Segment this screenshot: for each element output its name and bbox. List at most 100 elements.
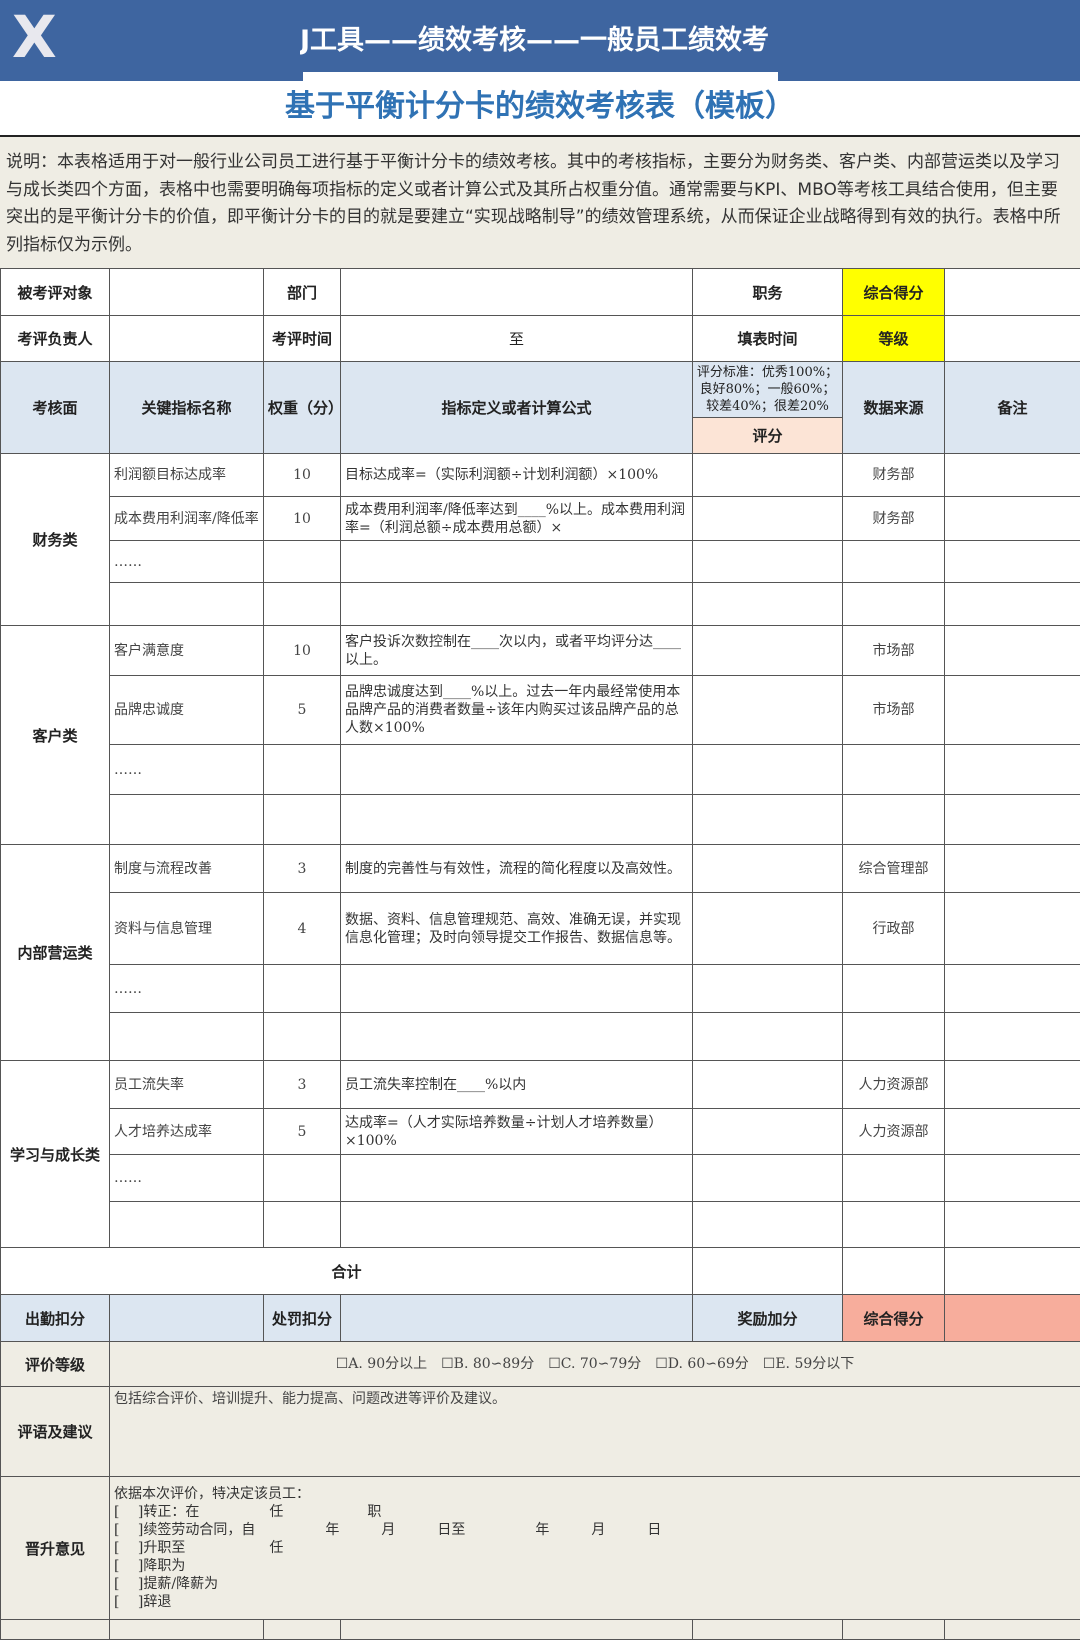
label-grade: 等级	[843, 316, 945, 362]
sum-remark[interactable]	[945, 1248, 1080, 1295]
kpi-formula: 员工流失率控制在____%以内	[341, 1061, 693, 1109]
kpi-weight	[264, 1202, 341, 1248]
score-field[interactable]	[693, 965, 843, 1013]
kpi-name: 客户满意度	[110, 626, 264, 676]
score-field[interactable]	[693, 1013, 843, 1061]
data-source	[843, 583, 945, 626]
promo-label: 晋升意见	[1, 1477, 110, 1620]
kpi-formula	[341, 1202, 693, 1248]
period-field[interactable]: 至	[341, 316, 693, 362]
remark-field[interactable]	[945, 965, 1080, 1013]
promo-line: 依据本次评价，特决定该员工：	[114, 1485, 1076, 1503]
header-criteria: 评分标准：优秀100%；良好80%；一般60%；较差40%；很差20%	[693, 362, 843, 418]
remark-field[interactable]	[945, 541, 1080, 583]
score-field[interactable]	[693, 845, 843, 893]
kpi-formula	[341, 795, 693, 845]
sum-score-field[interactable]	[693, 1248, 843, 1295]
header-weight: 权重（分）	[264, 362, 341, 454]
total-field[interactable]	[945, 1295, 1080, 1342]
label-target: 被考评对象	[1, 269, 110, 316]
remark-field[interactable]	[945, 1202, 1080, 1248]
score-field[interactable]	[693, 1061, 843, 1109]
kpi-formula: 成本费用利润率/降低率达到____%以上。成本费用利润率=（利润总额÷成本费用总…	[341, 497, 693, 541]
kpi-formula: 达成率=（人才实际培养数量÷计划人才培养数量）×100%	[341, 1109, 693, 1155]
kpi-name	[110, 1013, 264, 1061]
data-source: 人力资源部	[843, 1061, 945, 1109]
penalty-label: 处罚扣分	[264, 1295, 341, 1342]
attendance-field[interactable]	[110, 1295, 264, 1342]
grade-options[interactable]: ☐A. 90分以上 ☐B. 80∽89分 ☐C. 70∽79分 ☐D. 60∽6…	[110, 1342, 1080, 1387]
promo-field[interactable]: 依据本次评价，特决定该员工：[ ]转正：在 任 职[ ]续签劳动合同，自 年 月…	[110, 1477, 1080, 1620]
total-score-field[interactable]	[945, 269, 1080, 316]
score-field[interactable]	[693, 1109, 843, 1155]
remark-field[interactable]	[945, 795, 1080, 845]
page-title: 基于平衡计分卡的绩效考核表（模板）	[0, 81, 1080, 137]
remark-field[interactable]	[945, 583, 1080, 626]
empty-cell	[341, 1620, 693, 1640]
dept-field[interactable]	[341, 269, 693, 316]
penalty-field[interactable]	[341, 1295, 693, 1342]
label-position: 职务	[693, 269, 843, 316]
data-source	[843, 1155, 945, 1202]
grade-field[interactable]	[945, 316, 1080, 362]
table-row: ……	[1, 541, 1080, 583]
remark-field[interactable]	[945, 1155, 1080, 1202]
kpi-name: ……	[110, 541, 264, 583]
kpi-name	[110, 1202, 264, 1248]
data-source: 综合管理部	[843, 845, 945, 893]
score-field[interactable]	[693, 676, 843, 745]
data-source: 市场部	[843, 626, 945, 676]
empty-cell	[843, 1620, 945, 1640]
remark-field[interactable]	[945, 845, 1080, 893]
label-dept: 部门	[264, 269, 341, 316]
score-field[interactable]	[693, 454, 843, 497]
kpi-weight: 10	[264, 626, 341, 676]
header-kpi: 关键指标名称	[110, 362, 264, 454]
remark-field[interactable]	[945, 1013, 1080, 1061]
kpi-weight	[264, 1013, 341, 1061]
total-label: 综合得分	[843, 1295, 945, 1342]
remark-field[interactable]	[945, 1061, 1080, 1109]
score-field[interactable]	[693, 1202, 843, 1248]
kpi-name: 成本费用利润率/降低率	[110, 497, 264, 541]
score-field[interactable]	[693, 541, 843, 583]
kpi-weight: 3	[264, 845, 341, 893]
promo-line: [ ]续签劳动合同，自 年 月 日至 年 月 日	[114, 1521, 1076, 1539]
kpi-formula: 客户投诉次数控制在____次以内，或者平均评分达____以上。	[341, 626, 693, 676]
data-source: 财务部	[843, 454, 945, 497]
remark-field[interactable]	[945, 497, 1080, 541]
score-field[interactable]	[693, 745, 843, 795]
comment-field[interactable]: 包括综合评价、培训提升、能力提高、问题改进等评价及建议。	[110, 1387, 1080, 1477]
table-row	[1, 795, 1080, 845]
score-field[interactable]	[693, 626, 843, 676]
promo-line: [ ]升职至 任	[114, 1539, 1076, 1557]
owner-field[interactable]	[110, 316, 264, 362]
remark-field[interactable]	[945, 1109, 1080, 1155]
banner-title: J工具——绩效考核——一般员工绩效考	[300, 18, 780, 57]
logo-icon: X	[12, 10, 62, 65]
empty-cell	[693, 1620, 843, 1640]
score-field[interactable]	[693, 1155, 843, 1202]
score-field[interactable]	[693, 795, 843, 845]
data-source	[843, 795, 945, 845]
grade-label: 评价等级	[1, 1342, 110, 1387]
remark-field[interactable]	[945, 454, 1080, 497]
remark-field[interactable]	[945, 893, 1080, 965]
target-field[interactable]	[110, 269, 264, 316]
kpi-formula: 目标达成率=（实际利润额÷计划利润额）×100%	[341, 454, 693, 497]
remark-field[interactable]	[945, 745, 1080, 795]
remark-field[interactable]	[945, 676, 1080, 745]
table-row	[1, 583, 1080, 626]
kpi-name: 资料与信息管理	[110, 893, 264, 965]
header-formula: 指标定义或者计算公式	[341, 362, 693, 454]
kpi-name: ……	[110, 1155, 264, 1202]
score-field[interactable]	[693, 893, 843, 965]
score-field[interactable]	[693, 583, 843, 626]
score-field[interactable]	[693, 497, 843, 541]
bonus-label: 奖励加分	[693, 1295, 843, 1342]
remark-field[interactable]	[945, 626, 1080, 676]
kpi-formula	[341, 541, 693, 583]
